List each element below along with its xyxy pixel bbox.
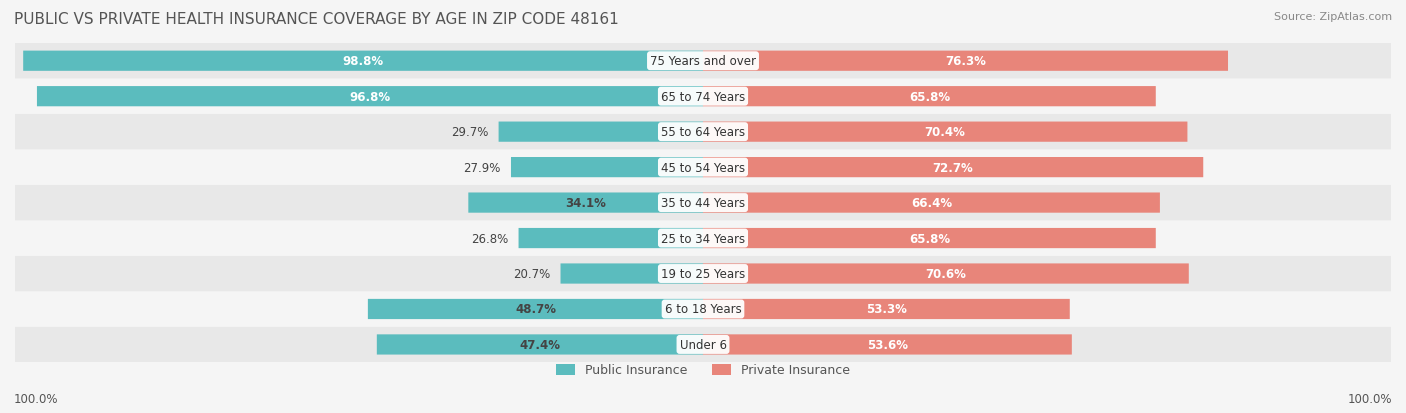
Text: 25 to 34 Years: 25 to 34 Years bbox=[661, 232, 745, 245]
Text: 55 to 64 Years: 55 to 64 Years bbox=[661, 126, 745, 139]
Text: 72.7%: 72.7% bbox=[932, 161, 973, 174]
Text: 19 to 25 Years: 19 to 25 Years bbox=[661, 267, 745, 280]
Text: 26.8%: 26.8% bbox=[471, 232, 509, 245]
FancyBboxPatch shape bbox=[15, 115, 1391, 150]
FancyBboxPatch shape bbox=[703, 52, 1227, 71]
FancyBboxPatch shape bbox=[703, 228, 1156, 249]
Text: Under 6: Under 6 bbox=[679, 338, 727, 351]
FancyBboxPatch shape bbox=[15, 327, 1391, 362]
Text: 70.6%: 70.6% bbox=[925, 267, 966, 280]
FancyBboxPatch shape bbox=[22, 52, 703, 71]
Text: PUBLIC VS PRIVATE HEALTH INSURANCE COVERAGE BY AGE IN ZIP CODE 48161: PUBLIC VS PRIVATE HEALTH INSURANCE COVER… bbox=[14, 12, 619, 27]
FancyBboxPatch shape bbox=[15, 185, 1391, 221]
Text: 20.7%: 20.7% bbox=[513, 267, 550, 280]
Text: 100.0%: 100.0% bbox=[14, 392, 59, 405]
FancyBboxPatch shape bbox=[15, 256, 1391, 292]
Text: 47.4%: 47.4% bbox=[519, 338, 561, 351]
FancyBboxPatch shape bbox=[499, 122, 703, 142]
Legend: Public Insurance, Private Insurance: Public Insurance, Private Insurance bbox=[551, 358, 855, 382]
Text: 65.8%: 65.8% bbox=[908, 90, 950, 103]
Text: 53.6%: 53.6% bbox=[868, 338, 908, 351]
Text: 100.0%: 100.0% bbox=[1347, 392, 1392, 405]
FancyBboxPatch shape bbox=[15, 150, 1391, 185]
Text: 76.3%: 76.3% bbox=[945, 55, 986, 68]
Text: 48.7%: 48.7% bbox=[515, 303, 555, 316]
FancyBboxPatch shape bbox=[15, 221, 1391, 256]
FancyBboxPatch shape bbox=[703, 264, 1189, 284]
FancyBboxPatch shape bbox=[703, 158, 1204, 178]
FancyBboxPatch shape bbox=[510, 158, 703, 178]
Text: 75 Years and over: 75 Years and over bbox=[650, 55, 756, 68]
Text: 6 to 18 Years: 6 to 18 Years bbox=[665, 303, 741, 316]
FancyBboxPatch shape bbox=[561, 264, 703, 284]
FancyBboxPatch shape bbox=[703, 335, 1071, 355]
Text: 96.8%: 96.8% bbox=[350, 90, 391, 103]
FancyBboxPatch shape bbox=[377, 335, 703, 355]
FancyBboxPatch shape bbox=[468, 193, 703, 213]
Text: Source: ZipAtlas.com: Source: ZipAtlas.com bbox=[1274, 12, 1392, 22]
FancyBboxPatch shape bbox=[15, 44, 1391, 79]
Text: 45 to 54 Years: 45 to 54 Years bbox=[661, 161, 745, 174]
Text: 98.8%: 98.8% bbox=[343, 55, 384, 68]
Text: 29.7%: 29.7% bbox=[451, 126, 488, 139]
FancyBboxPatch shape bbox=[703, 299, 1070, 319]
Text: 65 to 74 Years: 65 to 74 Years bbox=[661, 90, 745, 103]
FancyBboxPatch shape bbox=[37, 87, 703, 107]
FancyBboxPatch shape bbox=[519, 228, 703, 249]
Text: 70.4%: 70.4% bbox=[925, 126, 966, 139]
FancyBboxPatch shape bbox=[703, 87, 1156, 107]
FancyBboxPatch shape bbox=[15, 79, 1391, 115]
Text: 53.3%: 53.3% bbox=[866, 303, 907, 316]
Text: 27.9%: 27.9% bbox=[464, 161, 501, 174]
Text: 66.4%: 66.4% bbox=[911, 197, 952, 209]
FancyBboxPatch shape bbox=[15, 292, 1391, 327]
FancyBboxPatch shape bbox=[703, 193, 1160, 213]
Text: 65.8%: 65.8% bbox=[908, 232, 950, 245]
Text: 34.1%: 34.1% bbox=[565, 197, 606, 209]
Text: 35 to 44 Years: 35 to 44 Years bbox=[661, 197, 745, 209]
FancyBboxPatch shape bbox=[703, 122, 1188, 142]
FancyBboxPatch shape bbox=[368, 299, 703, 319]
